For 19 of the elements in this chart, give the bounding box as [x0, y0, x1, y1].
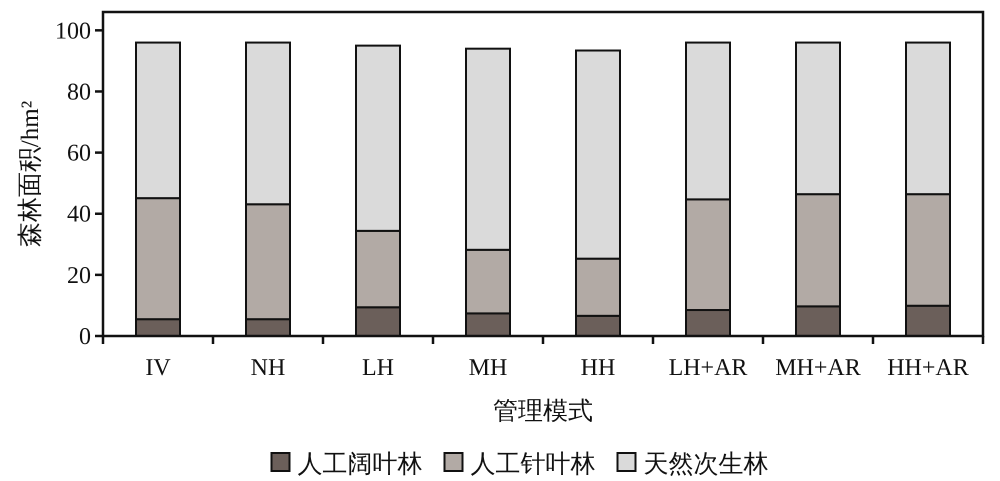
y-tick-label: 60 — [67, 140, 91, 167]
y-tick-label: 40 — [67, 202, 91, 228]
y-tick-label: 20 — [67, 262, 91, 289]
legend-label: 人工阔叶林 — [298, 451, 422, 478]
x-axis-title: 管理模式 — [493, 398, 593, 425]
y-tick-label: 80 — [67, 79, 91, 106]
x-tick-label: LH — [362, 355, 394, 381]
legend-label: 人工针叶林 — [470, 451, 596, 478]
x-tick-label: MH+AR — [775, 355, 861, 381]
x-tick-label: NH — [250, 355, 286, 381]
legend-label: 天然次生林 — [644, 451, 768, 478]
y-axis-title: 森林面积/hm² — [17, 100, 44, 248]
y-tick-label: 0 — [79, 324, 91, 350]
x-tick-label: IV — [145, 355, 172, 381]
x-tick-label: MH — [468, 355, 508, 381]
x-tick-label: HH+AR — [887, 355, 969, 381]
x-tick-label: LH+AR — [668, 355, 748, 381]
x-tick-label: HH — [580, 355, 616, 381]
y-tick-label: 100 — [55, 18, 91, 44]
